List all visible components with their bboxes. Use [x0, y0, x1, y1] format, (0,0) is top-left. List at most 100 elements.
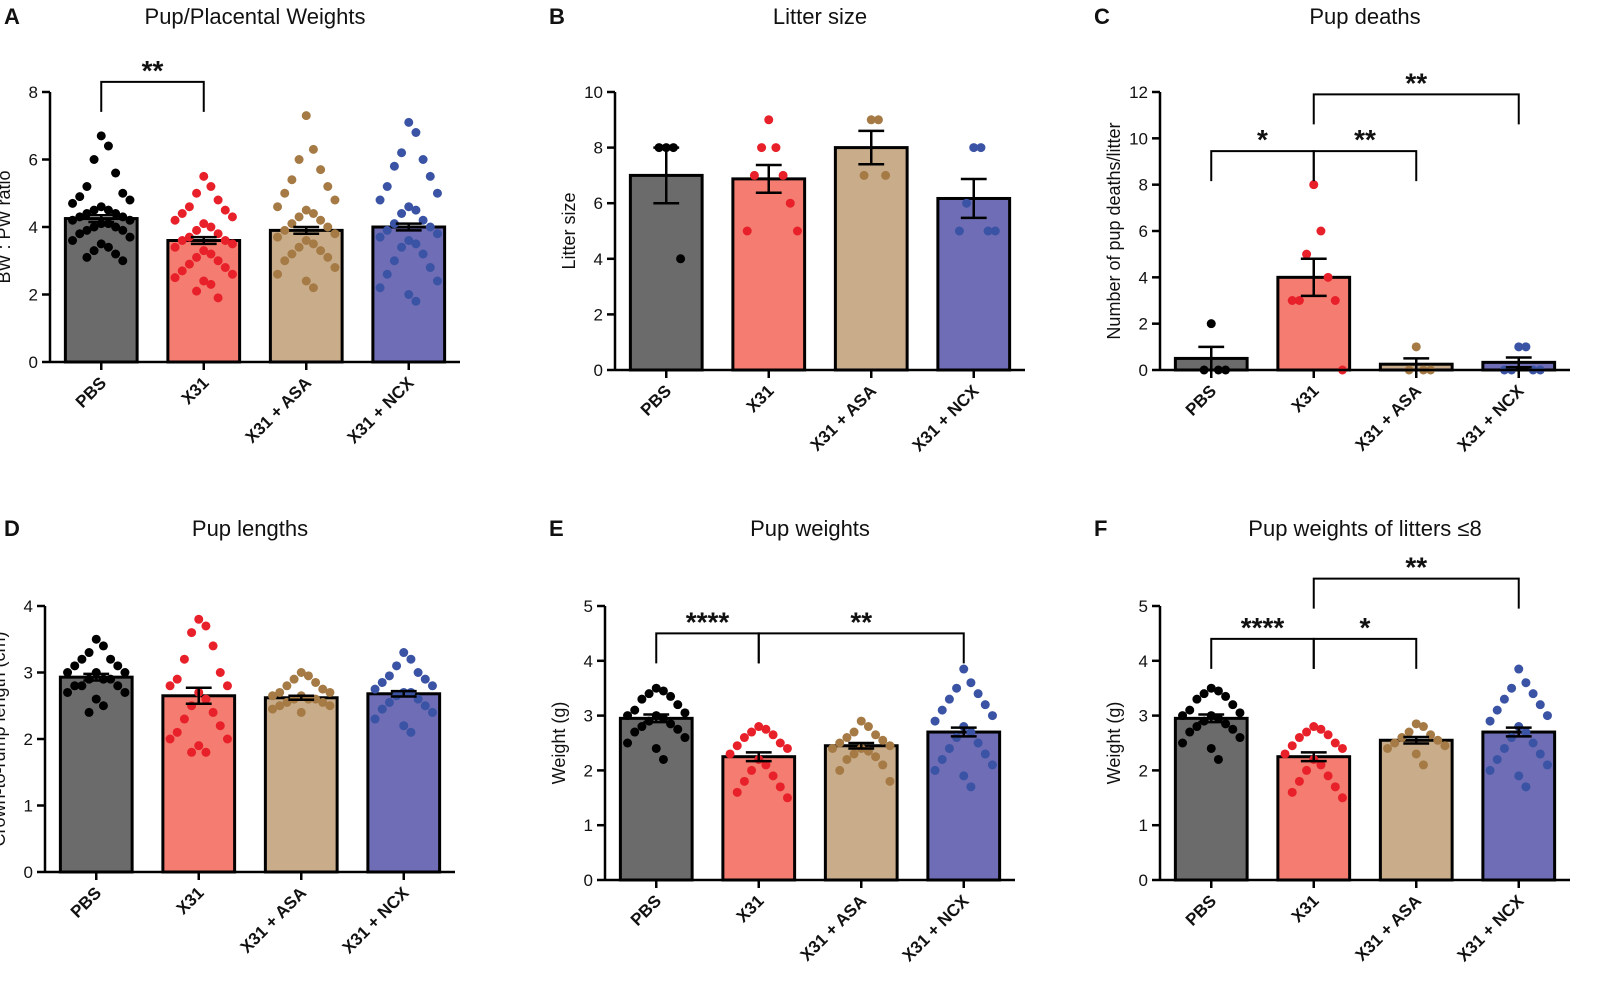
significance-label: **	[142, 55, 164, 86]
significance-bracket	[1210, 150, 1315, 182]
data-point	[1323, 272, 1333, 282]
y-tick-label: 2	[24, 730, 33, 749]
data-point	[106, 654, 116, 664]
data-point	[89, 222, 99, 232]
data-point	[1390, 738, 1400, 748]
data-point	[165, 681, 175, 691]
data-point	[308, 239, 318, 249]
data-point	[289, 674, 299, 684]
data-point	[199, 246, 209, 256]
data-point	[111, 249, 121, 259]
error-bar	[1403, 735, 1430, 745]
data-point	[280, 225, 290, 235]
data-point	[201, 694, 211, 704]
data-point	[111, 222, 121, 232]
data-point	[382, 182, 392, 191]
data-point	[1411, 719, 1421, 729]
data-point	[873, 115, 883, 125]
data-point	[392, 661, 402, 671]
data-point	[1213, 713, 1223, 723]
data-point	[761, 724, 771, 734]
panel-letter: F	[1094, 516, 1107, 541]
x-tick-label: X31	[1288, 891, 1323, 926]
data-point	[651, 683, 661, 693]
x-tick-label: X31	[173, 883, 208, 918]
y-tick-label: 4	[1139, 652, 1148, 671]
data-point	[275, 701, 285, 711]
data-point	[220, 236, 230, 245]
data-point	[1192, 722, 1202, 732]
data-point	[273, 202, 283, 212]
y-tick-label: 6	[1139, 222, 1148, 241]
panel-letter: A	[4, 4, 20, 29]
data-point	[382, 225, 392, 235]
data-point	[120, 687, 130, 697]
data-point	[842, 754, 852, 764]
y-tick-label: 2	[1139, 315, 1148, 334]
data-point	[623, 711, 633, 721]
data-point	[82, 182, 92, 191]
data-point	[377, 677, 387, 687]
data-point	[215, 668, 225, 677]
data-point	[630, 727, 640, 737]
y-tick-label: 0	[1139, 361, 1148, 380]
data-point	[871, 752, 881, 762]
data-point	[1418, 760, 1428, 770]
data-point	[658, 754, 668, 764]
x-tick-label: X31 + ASA	[807, 381, 880, 454]
significance-bracket	[1312, 150, 1418, 182]
data-point	[1221, 691, 1231, 701]
data-point	[673, 700, 683, 710]
error-bar	[755, 163, 782, 195]
significance-label: **	[850, 606, 872, 637]
data-point	[406, 654, 416, 664]
data-point	[990, 226, 1000, 236]
data-point	[1535, 700, 1545, 710]
data-point	[103, 242, 113, 252]
panel-letter: E	[549, 516, 564, 541]
panel-title: Pup deaths	[1309, 4, 1420, 29]
data-point	[420, 701, 430, 711]
data-point	[1213, 754, 1223, 764]
data-point	[973, 689, 983, 699]
data-point	[954, 226, 964, 236]
significance-label: **	[1354, 124, 1376, 155]
data-point	[84, 674, 94, 684]
panel-title: Litter size	[773, 4, 867, 29]
data-point	[318, 697, 328, 707]
data-point	[1492, 754, 1502, 764]
bar	[263, 696, 339, 874]
data-point	[1521, 678, 1531, 688]
data-point	[1397, 733, 1407, 743]
data-point	[1433, 735, 1443, 745]
y-tick-label: 2	[1139, 761, 1148, 780]
data-point	[420, 674, 430, 684]
data-point	[1485, 765, 1495, 775]
data-point	[680, 708, 690, 718]
y-tick-label: 12	[1129, 83, 1148, 102]
data-point	[637, 722, 647, 732]
data-point	[1185, 705, 1195, 715]
y-tick-label: 2	[584, 761, 593, 780]
data-point	[377, 704, 387, 714]
data-point	[1192, 694, 1202, 704]
significance-label: **	[1405, 552, 1427, 583]
data-point	[418, 249, 428, 259]
x-tick-label: X31	[733, 891, 768, 926]
data-point	[747, 727, 757, 737]
y-axis-label: Weight (g)	[549, 702, 569, 785]
data-point	[1337, 743, 1347, 753]
data-point	[771, 143, 781, 153]
data-point	[966, 727, 976, 737]
bar	[731, 177, 807, 372]
x-tick-label: PBS	[67, 883, 105, 921]
y-axis-label: BW : PW ratio	[0, 170, 14, 283]
data-point	[747, 765, 757, 775]
data-point	[120, 668, 130, 677]
data-point	[859, 170, 869, 180]
x-tick-label: PBS	[1182, 891, 1220, 929]
x-tick-label: X31 + NCX	[909, 381, 983, 455]
data-point	[91, 694, 101, 704]
data-point	[311, 677, 321, 687]
